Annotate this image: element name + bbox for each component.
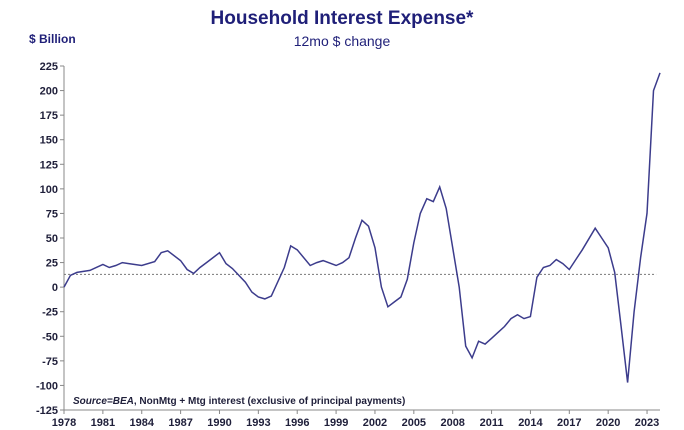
x-ticks: 1978 1981 1984 1987 1990 1993 1996 1999 2002 2005… [52, 410, 659, 429]
source-text: , NonMtg + Mtg interest (exclusive of pr… [134, 396, 405, 407]
chart-subtitle: 12mo $ change [293, 33, 391, 49]
axes [63, 66, 660, 411]
x-tick-label: 1990 [207, 417, 231, 429]
chart-title: Household Interest Expense* [210, 8, 474, 29]
source-note: Source=BEA, NonMtg + Mtg interest (exclu… [73, 396, 405, 407]
y-tick-label: 175 [40, 110, 58, 122]
x-tick-label: 2023 [635, 417, 659, 429]
y-tick-label: -100 [36, 380, 58, 392]
x-tick-label: 2008 [440, 417, 464, 429]
y-tick-label: 225 [40, 61, 58, 73]
x-tick-label: 2005 [402, 417, 426, 429]
x-tick-label: 1978 [52, 417, 76, 429]
y-tick-label: -50 [42, 331, 58, 343]
x-tick-label: 1999 [324, 417, 348, 429]
y-tick-label: -75 [42, 356, 58, 368]
y-tick-label: 200 [40, 86, 58, 98]
y-ticks: 225 200 175 150 125 100 75 50 25 0 -25 -50 -75 -100 -1… [36, 61, 64, 417]
x-tick-label: 2002 [363, 417, 387, 429]
x-tick-label: 1981 [91, 417, 115, 429]
x-tick-label: 1993 [246, 417, 270, 429]
x-tick-label: 2017 [557, 417, 581, 429]
source-label: Source=BEA [73, 396, 134, 407]
y-tick-label: 75 [46, 208, 58, 220]
y-tick-label: 50 [46, 233, 58, 245]
x-tick-label: 2011 [480, 417, 504, 429]
y-tick-label: 150 [40, 135, 58, 147]
y-tick-label: -125 [36, 405, 58, 417]
y-tick-label: 125 [40, 159, 58, 171]
x-tick-label: 1996 [285, 417, 309, 429]
y-axis-label: $ Billion [29, 32, 76, 46]
x-tick-label: 2014 [518, 417, 543, 429]
series-line [63, 72, 661, 383]
y-tick-label: -25 [42, 307, 58, 319]
x-tick-label: 1984 [129, 417, 154, 429]
x-tick-label: 2020 [596, 417, 620, 429]
x-tick-label: 1987 [168, 417, 192, 429]
y-tick-label: 25 [46, 258, 58, 270]
y-tick-label: 0 [52, 282, 58, 294]
y-tick-label: 100 [40, 184, 58, 196]
